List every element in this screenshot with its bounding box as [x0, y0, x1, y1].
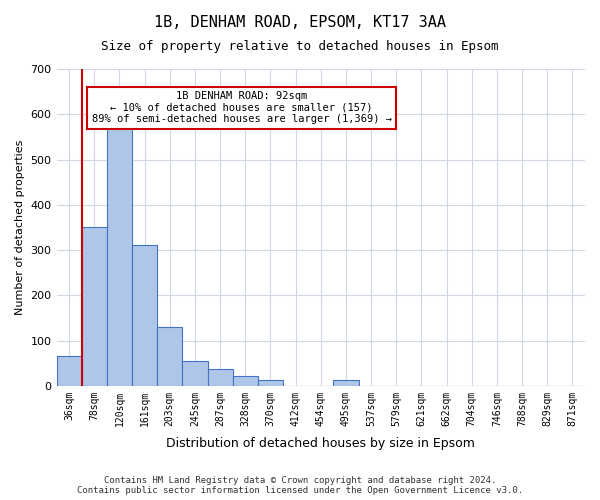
- Bar: [107, 126, 132, 386]
- Text: 1B DENHAM ROAD: 92sqm
← 10% of detached houses are smaller (157)
89% of semi-det: 1B DENHAM ROAD: 92sqm ← 10% of detached …: [92, 91, 392, 124]
- Bar: [334, 380, 359, 386]
- Bar: [132, 246, 157, 386]
- Bar: [82, 228, 107, 386]
- Y-axis label: Number of detached properties: Number of detached properties: [15, 140, 25, 315]
- Text: Contains HM Land Registry data © Crown copyright and database right 2024.
Contai: Contains HM Land Registry data © Crown c…: [77, 476, 523, 495]
- Bar: [258, 380, 283, 386]
- Bar: [56, 356, 82, 386]
- Bar: [182, 361, 208, 386]
- Text: Size of property relative to detached houses in Epsom: Size of property relative to detached ho…: [101, 40, 499, 53]
- Text: 1B, DENHAM ROAD, EPSOM, KT17 3AA: 1B, DENHAM ROAD, EPSOM, KT17 3AA: [154, 15, 446, 30]
- Bar: [157, 327, 182, 386]
- Bar: [208, 368, 233, 386]
- Bar: [233, 376, 258, 386]
- X-axis label: Distribution of detached houses by size in Epsom: Distribution of detached houses by size …: [166, 437, 475, 450]
